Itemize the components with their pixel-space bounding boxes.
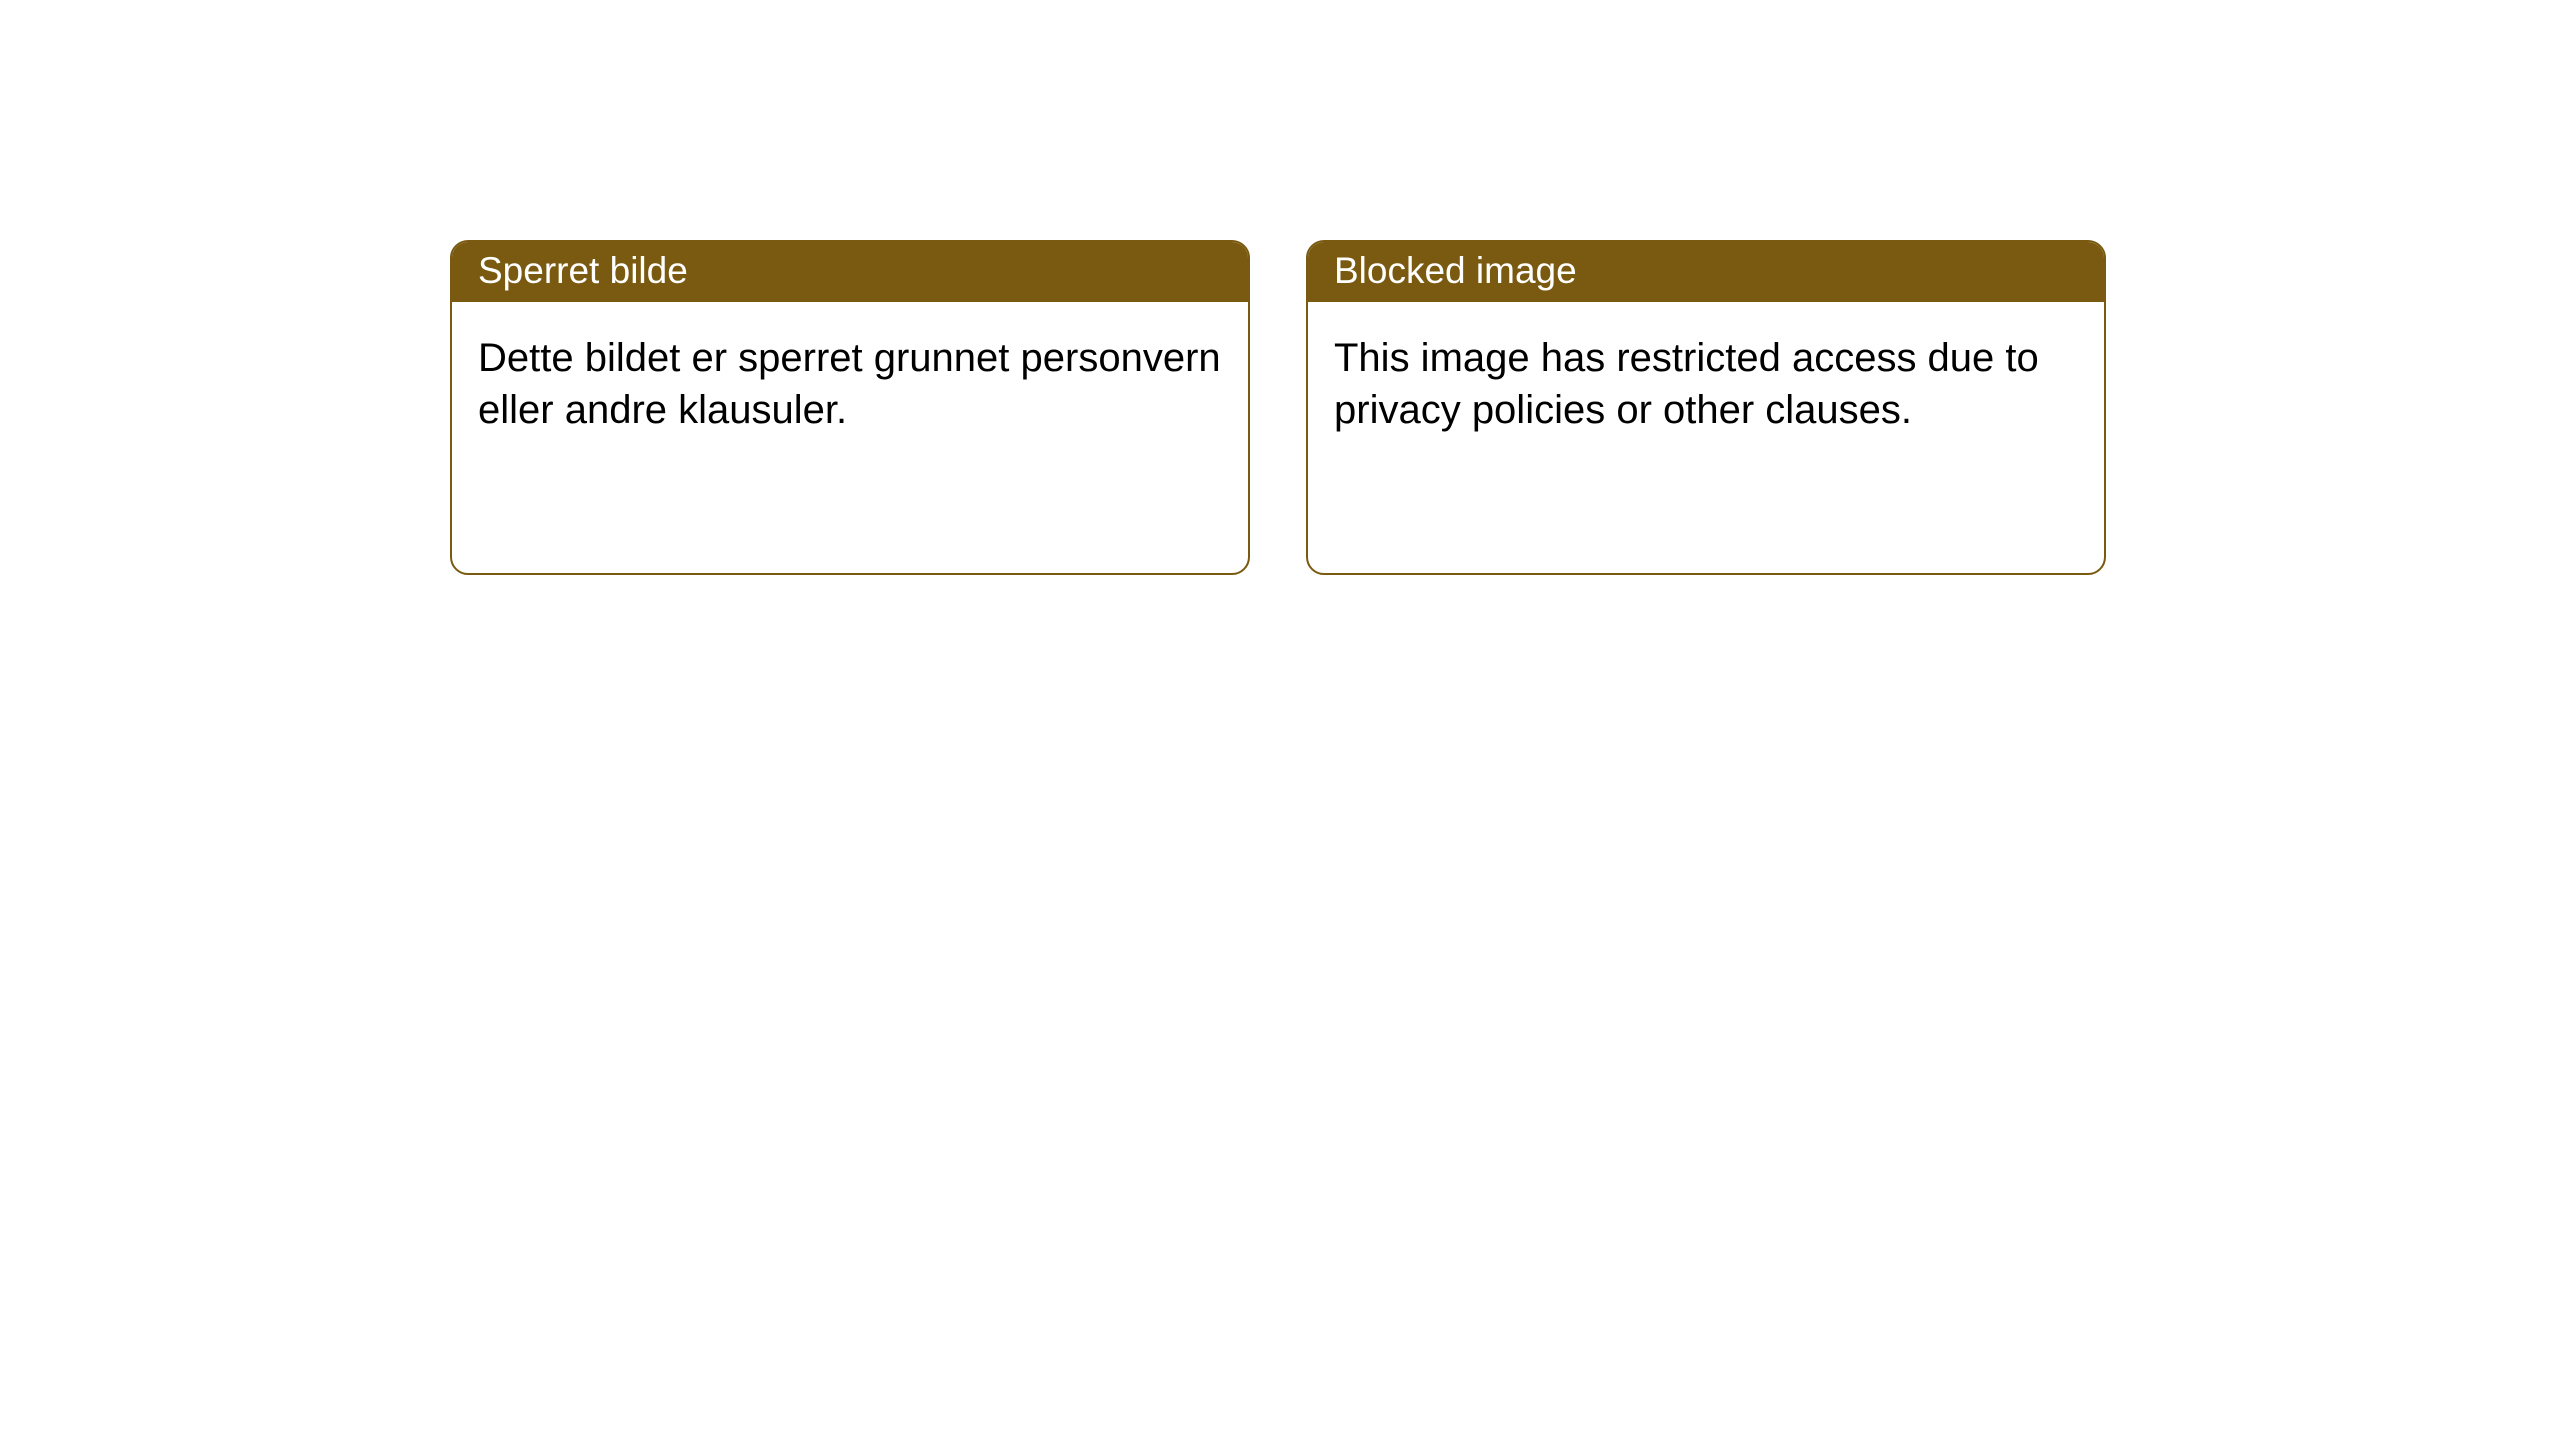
notice-card-norwegian: Sperret bilde Dette bildet er sperret gr… — [450, 240, 1250, 575]
notice-header-norwegian: Sperret bilde — [452, 242, 1248, 302]
notice-card-english: Blocked image This image has restricted … — [1306, 240, 2106, 575]
notice-header-english: Blocked image — [1308, 242, 2104, 302]
notice-container: Sperret bilde Dette bildet er sperret gr… — [0, 0, 2560, 575]
notice-body-english: This image has restricted access due to … — [1308, 302, 2104, 456]
notice-body-norwegian: Dette bildet er sperret grunnet personve… — [452, 302, 1248, 456]
